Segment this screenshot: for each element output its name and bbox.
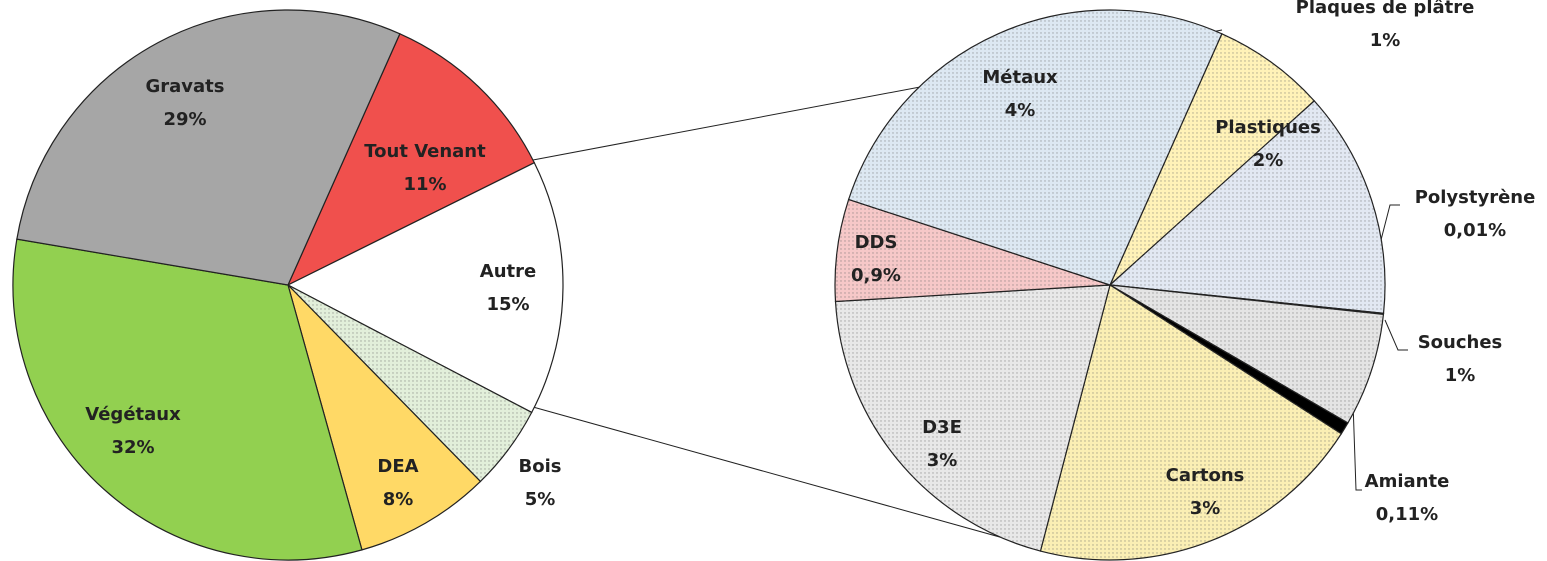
slice-value-label: 4% <box>1005 100 1036 121</box>
slice-value-label: 1% <box>1370 30 1401 51</box>
slice-value-label: 11% <box>403 174 446 195</box>
slice-texture <box>834 199 1110 302</box>
leader-line <box>1380 204 1400 241</box>
pie-slice <box>286 32 536 287</box>
pie-slice <box>16 9 401 286</box>
slice-value-label: 5% <box>525 489 556 510</box>
slice-texture <box>288 285 532 482</box>
pie-slice <box>286 161 564 414</box>
slice-texture <box>1040 285 1342 561</box>
slice-value-label: 3% <box>927 450 958 471</box>
slice-texture <box>835 285 1110 552</box>
slice-value-label: 3% <box>1190 498 1221 519</box>
slice-label: Souches <box>1418 332 1503 353</box>
slice-label: Cartons <box>1166 465 1245 486</box>
slice-value-label: 8% <box>383 489 414 510</box>
slice-label: Polystyrène <box>1415 187 1536 208</box>
slice-label: Bois <box>519 456 562 477</box>
slice-texture <box>1110 33 1315 286</box>
leader-line <box>1384 319 1408 351</box>
slice-value-label: 32% <box>111 437 154 458</box>
slice-label: Plaques de plâtre <box>1296 0 1475 18</box>
slice-label: Amiante <box>1365 471 1450 492</box>
slice-value-label: 0,9% <box>851 265 901 286</box>
pie-slice <box>287 284 482 551</box>
leader-line <box>1352 401 1362 491</box>
slice-texture <box>1110 285 1384 423</box>
slice-label: Végétaux <box>85 404 181 425</box>
slice-label: DDS <box>855 232 898 253</box>
slice-label: Gravats <box>146 76 225 97</box>
slice-label: Plastiques <box>1215 117 1321 138</box>
slice-texture <box>848 10 1222 285</box>
slice-label: Tout Venant <box>364 141 486 162</box>
slice-label: Métaux <box>982 67 1058 88</box>
slice-value-label: 0,11% <box>1376 504 1438 525</box>
slice-label: D3E <box>922 417 962 438</box>
connector-line <box>532 406 1051 552</box>
slice-value-label: 15% <box>486 294 529 315</box>
slice-value-label: 1% <box>1445 365 1476 386</box>
slice-texture <box>1110 100 1385 314</box>
slice-label: DEA <box>377 456 418 477</box>
slice-value-label: 0,01% <box>1444 220 1506 241</box>
slice-value-label: 2% <box>1253 150 1284 171</box>
slice-value-label: 29% <box>163 109 206 130</box>
slice-label: Autre <box>480 261 536 282</box>
pie-slice <box>12 238 363 561</box>
